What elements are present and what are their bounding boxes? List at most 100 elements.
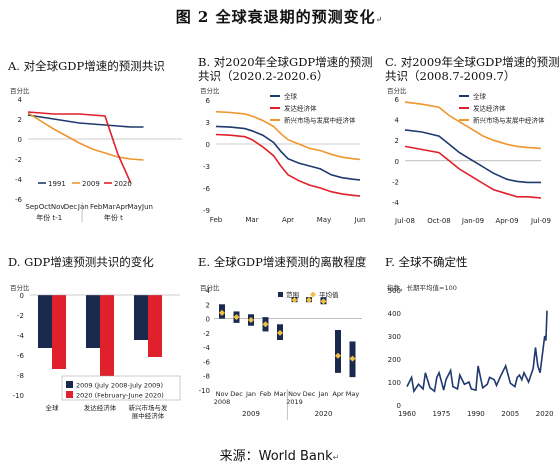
panel-e-x-tick-label: Dec: [230, 390, 243, 398]
panel-d-y-tick-label: -2: [17, 312, 24, 320]
panel-b-x-tick-label: Mar: [245, 216, 258, 224]
panel-a-series-1991: [27, 114, 144, 128]
panel-e-x-tick-label: Jan: [317, 390, 328, 398]
panel-a-x-tick-label: Oct: [39, 203, 51, 211]
panel-e-y-tick-label: 4: [206, 287, 211, 295]
panel-c-x-tick-label: Jul-08: [394, 217, 415, 225]
panel-a-x-tick-label: Mar: [102, 203, 115, 211]
source-value: World Bank: [258, 449, 333, 464]
panel-c-y-tick-label: 2: [395, 137, 399, 145]
panel-a-x-tick-label: Sep: [25, 203, 39, 211]
panel-e-y-tick-label: -8: [203, 373, 210, 381]
panel-e-unit: 百分比: [200, 284, 220, 292]
panel-d-chart: -10 -8 -6 -4 -2 0 全球 发达经济体 新兴市场与发展中经济体 2009 (July…: [13, 292, 181, 420]
panel-e-group-label: 2020: [315, 410, 333, 418]
panel-f: F. 全球不确定性 指数，长期平均值=100 0 100 200 300 400 500 1…: [377, 250, 559, 440]
panel-e-y-tick-label: -10: [199, 387, 210, 395]
panel-e-x-tick-label: Jan: [245, 390, 256, 398]
panel-e: E. 全球GDP增速预测的离散程度 百分比 -10 -8 -6 -4 -2 0 2 4 Nov 2…: [190, 250, 375, 440]
panel-c-x-tick-label: Oct-08: [427, 217, 451, 225]
panel-a-y-tick-label: -4: [15, 176, 23, 184]
panel-d-x-tick-label: 展中经济体: [132, 411, 165, 420]
panel-d-bar: [52, 295, 66, 369]
panel-c-series-line: [404, 101, 542, 150]
panel-d-legend-label: 2020 (February-June 2020): [76, 392, 164, 400]
panel-d-bar: [100, 295, 114, 378]
panel-d-bar: [134, 295, 148, 340]
panel-e-x-tick-label: Dec: [303, 390, 316, 398]
panel-b-unit: 百分比: [200, 87, 220, 95]
panel-f-y-tick-label: 300: [388, 333, 401, 341]
panel-a-x-tick-label: Jun: [141, 203, 153, 211]
panel-c-y-tick-label: -4: [392, 199, 400, 207]
panel-c-legend-label: 全球: [473, 92, 487, 101]
panel-a: A. 对全球GDP增速的预测共识 百分比 -6 -4 -2 0 2 4 1991 2009 20…: [0, 52, 185, 232]
panel-c-series-line: [404, 145, 542, 199]
panel-f-x-tick-label: 1990: [467, 410, 485, 418]
panel-a-x-tick-label: Feb: [90, 203, 103, 211]
panel-c-legend-label: 新兴市场与发展中经济体: [473, 116, 545, 125]
panel-c-y-tick-label: 4: [395, 117, 400, 125]
panel-a-legend-label: 2009: [82, 180, 100, 188]
panel-c-series-line: [404, 129, 541, 184]
panel-e-x-tick-label: 2008: [214, 398, 231, 406]
panel-a-x-group-label: 年份 t: [104, 213, 123, 222]
panel-a-y-tick-label: -2: [15, 156, 22, 164]
panel-a-series-2009: [27, 112, 144, 161]
panel-c-legend-label: 发达经济体: [473, 104, 506, 113]
panel-d-y-tick-label: -4: [17, 332, 25, 340]
panel-e-mean-marker: [320, 298, 327, 305]
panel-e-mean-marker: [219, 309, 225, 316]
main-title: 图 2 全球衰退期的预测变化↵: [0, 6, 559, 27]
panel-a-y-tick-label: 0: [18, 136, 22, 144]
panel-b: B. 对2020年全球GDP增速的预测 共识（2020.2-2020.6） 百分…: [190, 52, 375, 232]
panel-e-mean-marker: [291, 297, 298, 303]
panel-b-title: B. 对2020年全球GDP增速的预测: [198, 55, 373, 69]
panel-e-legend-swatch: [310, 291, 316, 298]
panel-d-legend-swatch: [66, 381, 73, 388]
panel-d-y-tick-label: -10: [13, 392, 24, 400]
panel-d-title: D. GDP增速预测共识的变化: [8, 255, 154, 269]
panel-d-legend-box: [61, 375, 181, 401]
panel-e-legend-swatch: [278, 292, 283, 297]
paragraph-mark: ↵: [375, 14, 384, 24]
panel-d-legend-swatch: [66, 391, 73, 398]
panel-b-y-tick-label: 0: [206, 141, 210, 149]
panel-f-series-line: [406, 310, 548, 394]
panel-f-y-tick-label: 400: [388, 310, 401, 318]
panel-d-bar: [38, 295, 52, 348]
panel-b-series-line: [215, 133, 361, 197]
panel-a-title: A. 对全球GDP增速的预测共识: [8, 59, 165, 73]
panel-b-title-line2: 共识（2020.2-2020.6）: [198, 69, 329, 83]
panel-b-y-tick-label: 3: [206, 119, 210, 127]
panel-a-legend-label: 2020: [114, 180, 132, 188]
panel-e-title: E. 全球GDP增速预测的离散程度: [198, 255, 367, 269]
panel-d-y-tick-label: 0: [20, 292, 24, 300]
panel-a-y-tick-label: 4: [18, 96, 23, 104]
panel-b-x-tick-label: Apr: [282, 216, 294, 224]
panel-a-unit: 百分比: [10, 87, 30, 95]
panel-d-unit: 百分比: [10, 284, 30, 292]
panel-e-mean-marker: [335, 352, 341, 359]
panel-e-mean-marker: [262, 321, 269, 328]
panel-e-group-label: 2009: [242, 410, 260, 418]
panel-a-x-tick-label: Nov: [51, 203, 65, 211]
panel-f-chart: 0 100 200 300 400 500 1960 1975 1990 2005 2020: [388, 287, 554, 418]
panel-f-unit: 指数，长期平均值=100: [387, 284, 457, 292]
paragraph-mark: ↵: [332, 453, 340, 462]
panel-c-x-tick-label: Jan-09: [461, 217, 484, 225]
panel-b-series-line: [215, 110, 361, 161]
panel-d-y-tick-label: -6: [17, 352, 25, 360]
panel-c-y-tick-label: 0: [395, 158, 399, 166]
panel-e-x-tick-label: Feb: [260, 390, 272, 398]
panel-d-bar: [148, 295, 162, 357]
panel-e-y-tick-label: 2: [206, 301, 210, 309]
panel-f-x-tick-label: 1960: [398, 410, 416, 418]
panel-f-x-tick-label: 2020: [536, 410, 554, 418]
panel-e-range-bar: [335, 330, 341, 373]
panel-c-y-tick-label: -2: [392, 178, 399, 186]
main-title-text: 图 2 全球衰退期的预测变化: [175, 8, 376, 26]
panel-b-legend-label: 新兴市场与发展中经济体: [284, 116, 356, 125]
